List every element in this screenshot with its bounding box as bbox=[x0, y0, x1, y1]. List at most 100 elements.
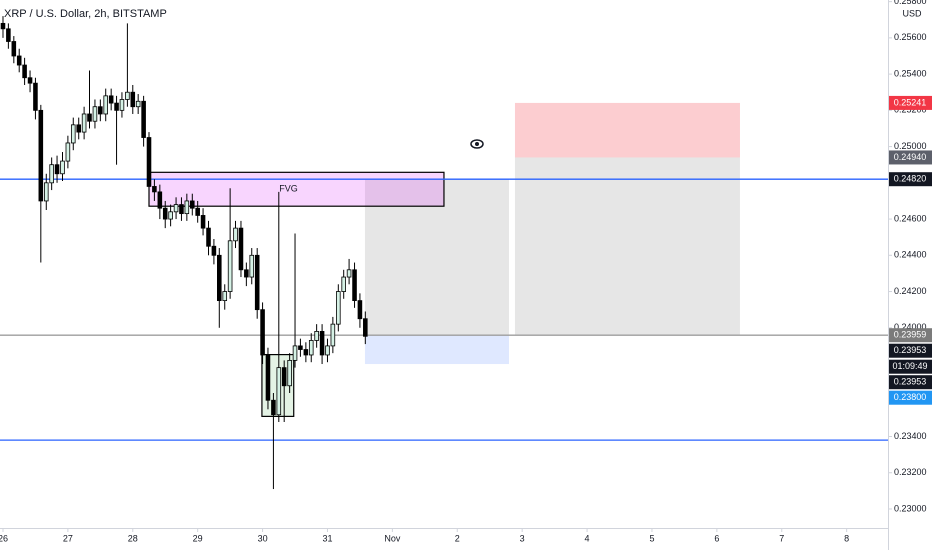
candle-body bbox=[33, 82, 38, 111]
box-label: FVG bbox=[279, 184, 298, 194]
candle-body bbox=[184, 200, 190, 215]
candle-body bbox=[16, 55, 22, 66]
price-label: 01:09:49 bbox=[892, 361, 927, 371]
candle-body bbox=[281, 367, 287, 387]
candle-body bbox=[125, 91, 130, 100]
candle-body bbox=[54, 164, 60, 175]
x-tick-label: 8 bbox=[844, 533, 849, 543]
x-tick-label: 28 bbox=[128, 533, 138, 543]
candle-body bbox=[38, 109, 44, 202]
price-label-bg bbox=[889, 328, 932, 343]
candle-body bbox=[287, 359, 292, 387]
candle-body bbox=[157, 191, 163, 209]
candle-body bbox=[249, 254, 255, 278]
price-label: 0.25241 bbox=[894, 97, 927, 107]
y-tick-label: 0.24400 bbox=[894, 250, 927, 260]
y-tick-label: 0.25000 bbox=[894, 141, 927, 151]
candle-body bbox=[76, 124, 82, 133]
candle-body bbox=[346, 269, 352, 278]
candle-body bbox=[43, 182, 49, 202]
candle-body bbox=[162, 207, 168, 220]
price-label-bg bbox=[889, 343, 932, 358]
y-tick-label: 0.25400 bbox=[894, 68, 927, 78]
candle-body bbox=[168, 211, 173, 220]
price-label-bg bbox=[889, 375, 932, 390]
chart-title: XRP / U.S. Dollar, 2h, BITSTAMP bbox=[4, 8, 167, 20]
eye-icon[interactable] bbox=[470, 139, 484, 149]
y-tick-label: 0.25600 bbox=[894, 32, 927, 42]
x-tick-label: 31 bbox=[322, 533, 332, 543]
candle-body bbox=[303, 349, 309, 356]
candle-body bbox=[114, 102, 119, 111]
y-tick-label: 0.23400 bbox=[894, 431, 927, 441]
candle-body bbox=[173, 204, 179, 213]
candle-body bbox=[352, 269, 357, 302]
candle-body bbox=[244, 269, 249, 278]
x-tick-label: 26 bbox=[0, 533, 8, 543]
candle-body bbox=[108, 95, 114, 104]
price-label: 0.24940 bbox=[894, 152, 927, 162]
y-tick-label: 0.24200 bbox=[894, 286, 927, 296]
candle-body bbox=[254, 254, 260, 311]
candle-body bbox=[6, 28, 11, 42]
candle-body bbox=[308, 340, 314, 356]
candle-body bbox=[135, 100, 141, 108]
candle-body bbox=[217, 254, 222, 302]
candle-body bbox=[27, 77, 33, 84]
candle-body bbox=[200, 215, 206, 229]
candle-body bbox=[65, 142, 71, 162]
x-tick-label: 3 bbox=[520, 533, 525, 543]
candle-body bbox=[92, 106, 98, 122]
candle-body bbox=[292, 345, 298, 361]
candle-body bbox=[190, 200, 195, 209]
candle-body bbox=[152, 186, 157, 193]
candle-body bbox=[265, 354, 271, 401]
x-tick-label: Nov bbox=[384, 533, 401, 543]
candle-body bbox=[0, 22, 6, 30]
candle-body bbox=[211, 245, 217, 256]
price-label: 0.23800 bbox=[894, 392, 927, 402]
price-label: 0.23959 bbox=[894, 330, 927, 340]
plot: FVG bbox=[0, 16, 888, 490]
price-label-bg bbox=[889, 390, 932, 405]
candle-body bbox=[70, 124, 76, 144]
candle-body bbox=[81, 113, 87, 133]
y-tick-label: 0.24600 bbox=[894, 213, 927, 223]
y-tick-label: 0.23000 bbox=[894, 503, 927, 513]
x-tick-label: 4 bbox=[585, 533, 590, 543]
candle-body bbox=[141, 100, 146, 138]
candle-body bbox=[179, 204, 184, 215]
drawing-box bbox=[364, 179, 509, 336]
candle-body bbox=[336, 291, 341, 325]
x-tick-label: 30 bbox=[258, 533, 268, 543]
x-tick-label: 27 bbox=[63, 533, 73, 543]
candle-body bbox=[130, 91, 136, 108]
x-tick-label: 6 bbox=[714, 533, 719, 543]
price-label: 0.23953 bbox=[894, 345, 927, 355]
candle-body bbox=[87, 113, 92, 122]
candle-body bbox=[195, 207, 200, 216]
candle-body bbox=[325, 345, 330, 356]
candle-body bbox=[11, 41, 17, 57]
candle-body bbox=[260, 309, 265, 356]
x-tick-label: 2 bbox=[455, 533, 460, 543]
x-tick-label: 29 bbox=[193, 533, 203, 543]
candle-body bbox=[98, 106, 103, 115]
candle-body bbox=[271, 399, 276, 416]
price-label: 0.23953 bbox=[894, 377, 927, 387]
candle-body bbox=[276, 367, 282, 416]
candle-body bbox=[119, 99, 125, 111]
price-label-bg bbox=[889, 95, 932, 110]
drawing-box bbox=[364, 335, 509, 365]
price-label-bg bbox=[889, 150, 932, 165]
candle-body bbox=[319, 331, 325, 356]
x-tick-label: 5 bbox=[649, 533, 654, 543]
candle-body bbox=[222, 291, 228, 302]
candle-body bbox=[206, 227, 211, 247]
candle-body bbox=[238, 227, 244, 271]
y-tick-label: 0.23200 bbox=[894, 467, 927, 477]
candle-body bbox=[146, 137, 152, 187]
candle-body bbox=[233, 227, 238, 242]
